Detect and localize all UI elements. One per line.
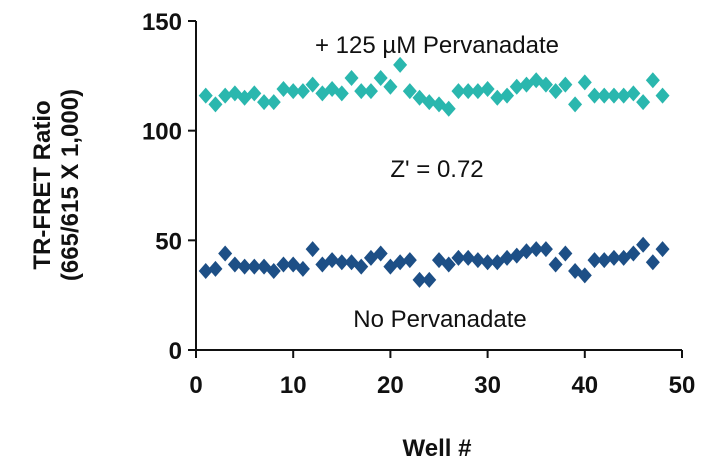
y-tick-label: 50 [155,228,182,255]
point-no-pervanadate [470,252,485,269]
point-no-pervanadate [519,243,534,260]
point-pervanadate [208,96,223,113]
point-no-pervanadate [354,258,369,275]
point-pervanadate [422,94,437,111]
point-pervanadate [480,80,495,97]
point-no-pervanadate [441,256,456,273]
point-no-pervanadate [451,249,466,266]
point-pervanadate [461,83,476,100]
x-tick-label: 0 [189,372,202,399]
point-no-pervanadate [373,245,388,262]
point-no-pervanadate [606,249,621,266]
point-no-pervanadate [597,252,612,269]
point-pervanadate [597,87,612,104]
x-tick-label: 40 [571,372,598,399]
point-pervanadate [344,70,359,87]
y-tick-label: 150 [142,9,182,36]
point-pervanadate [334,85,349,102]
point-pervanadate [441,100,456,117]
point-no-pervanadate [402,252,417,269]
point-pervanadate [655,87,670,104]
point-no-pervanadate [500,249,515,266]
point-pervanadate [587,87,602,104]
annotation-pervanadate: + 125 µM Pervanadate [315,32,559,59]
point-pervanadate [218,87,233,104]
point-no-pervanadate [422,271,437,288]
point-no-pervanadate [480,254,495,271]
point-pervanadate [393,56,408,73]
y-tick-label: 100 [142,119,182,146]
y-axis-ticks: 0 50 100 150 [142,9,196,365]
point-pervanadate [616,87,631,104]
point-no-pervanadate [198,263,213,280]
point-no-pervanadate [558,245,573,262]
point-no-pervanadate [626,245,641,262]
point-no-pervanadate [587,252,602,269]
x-tick-label: 10 [280,372,307,399]
point-pervanadate [500,87,515,104]
point-pervanadate [266,94,281,111]
point-pervanadate [373,70,388,87]
point-no-pervanadate [334,254,349,271]
point-pervanadate [538,76,553,93]
annotation-no-pervanadate: No Pervanadate [353,306,526,333]
axes [195,21,682,351]
point-pervanadate [451,83,466,100]
point-no-pervanadate [218,245,233,262]
point-pervanadate [626,85,641,102]
annotation-z-prime: Z' = 0.72 [390,156,483,183]
point-no-pervanadate [636,236,651,253]
point-pervanadate [509,78,524,95]
point-pervanadate [490,89,505,106]
point-pervanadate [558,76,573,93]
x-tick-label: 20 [377,372,404,399]
point-pervanadate [257,94,272,111]
x-axis-title: Well # [403,435,472,462]
point-pervanadate [286,83,301,100]
point-no-pervanadate [529,241,544,258]
point-no-pervanadate [208,260,223,277]
point-no-pervanadate [276,256,291,273]
point-pervanadate [636,94,651,111]
point-pervanadate [577,74,592,91]
point-no-pervanadate [393,254,408,271]
point-no-pervanadate [577,267,592,284]
point-no-pervanadate [461,249,476,266]
point-pervanadate [548,83,563,100]
data-points [198,56,670,288]
point-pervanadate [295,83,310,100]
y-axis-title-line-1: TR-FRET Ratio [29,100,56,269]
point-pervanadate [402,83,417,100]
point-pervanadate [470,83,485,100]
point-pervanadate [383,78,398,95]
point-no-pervanadate [227,256,242,273]
x-axis-ticks: 0 10 20 30 40 50 [189,350,695,399]
point-pervanadate [354,83,369,100]
point-no-pervanadate [295,260,310,277]
point-pervanadate [276,80,291,97]
point-no-pervanadate [247,258,262,275]
point-no-pervanadate [325,252,340,269]
y-tick-label: 0 [169,338,182,365]
point-no-pervanadate [548,256,563,273]
point-pervanadate [247,85,262,102]
x-tick-label: 30 [474,372,501,399]
point-no-pervanadate [655,241,670,258]
y-axis-title: TR-FRET Ratio (665/615 X 1,000) [29,89,84,281]
point-pervanadate [198,87,213,104]
point-pervanadate [305,76,320,93]
point-pervanadate [606,87,621,104]
x-tick-label: 50 [669,372,696,399]
point-no-pervanadate [645,254,660,271]
point-no-pervanadate [305,241,320,258]
point-pervanadate [645,72,660,89]
point-no-pervanadate [538,241,553,258]
y-axis-title-line-2: (665/615 X 1,000) [57,89,84,281]
point-no-pervanadate [237,258,252,275]
point-no-pervanadate [412,271,427,288]
point-pervanadate [363,83,378,100]
point-no-pervanadate [266,263,281,280]
point-pervanadate [568,96,583,113]
